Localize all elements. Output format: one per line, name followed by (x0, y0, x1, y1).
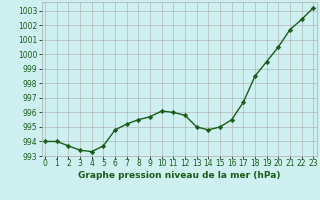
X-axis label: Graphe pression niveau de la mer (hPa): Graphe pression niveau de la mer (hPa) (78, 171, 280, 180)
